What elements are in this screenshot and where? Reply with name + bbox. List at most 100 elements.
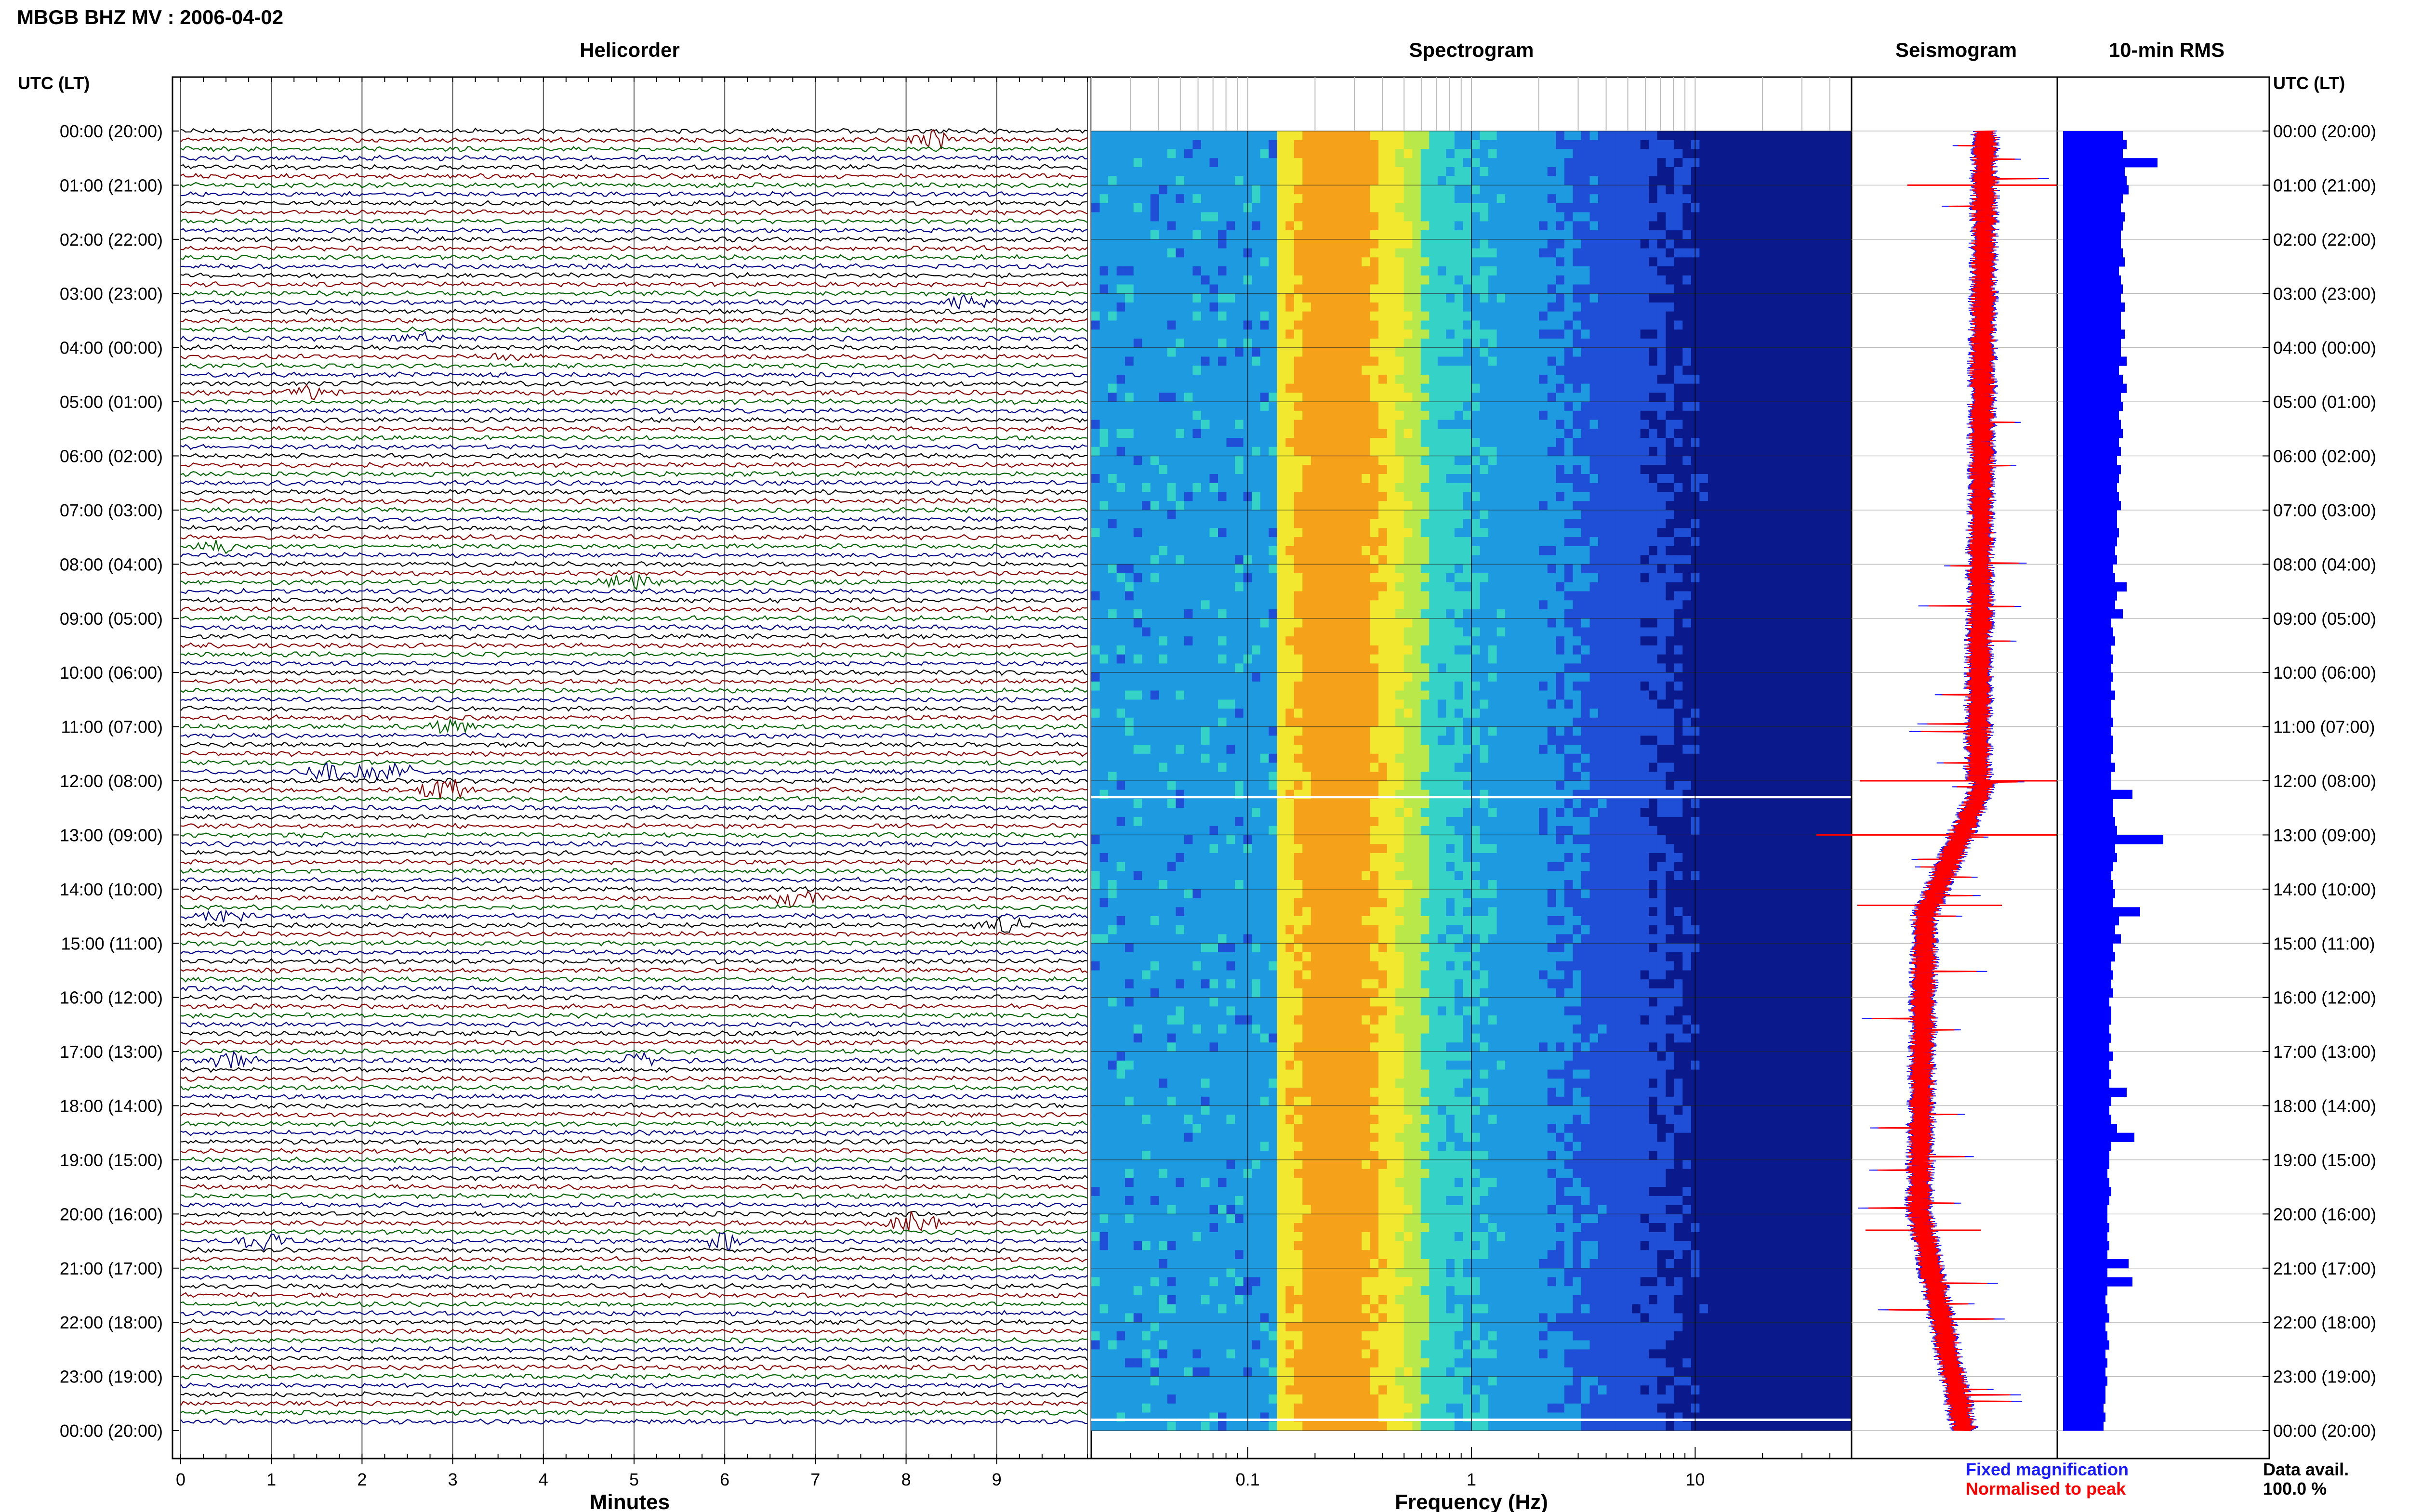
spectrogram-cell [1707,474,1717,484]
spectrogram-cell [1640,564,1649,574]
spectrogram-cell [1826,501,1835,511]
spectrogram-cell [1235,284,1244,294]
spectrogram-cell [1496,266,1506,276]
spectrogram-cell [1792,149,1801,158]
spectrogram-cell [1277,528,1286,538]
spectrogram-cell [1556,465,1565,474]
spectrogram-cell [1589,374,1599,384]
spectrogram-cell [1446,420,1455,429]
spectrogram-cell [1159,302,1168,312]
spectrogram-cell [1581,347,1590,357]
spectrogram-cell [1767,284,1776,294]
spectrogram-cell [1310,410,1320,421]
spectrogram-cell [1420,402,1430,411]
spectrogram-cell [1209,456,1218,465]
spectrogram-cell [1336,383,1345,393]
spectrogram-cell [1209,492,1218,501]
spectrogram-cell [1133,284,1142,294]
spectrogram-cell [1759,275,1768,285]
spectrogram-cell [1370,402,1379,411]
spectrogram-cell [1310,537,1320,547]
spectrogram-cell [1742,275,1751,285]
spectrogram-cell [1420,284,1430,294]
spectrogram-cell [1319,293,1328,303]
spectrogram-cell [1353,167,1362,177]
spectrogram-cell [1792,555,1801,565]
spectrogram-cell [1192,176,1202,185]
spectrogram-cell [1556,393,1565,402]
spectrogram-cell [1209,537,1218,547]
spectrogram-cell [1378,194,1388,204]
spectrogram-cell [1716,474,1725,484]
spectrogram-cell [1649,366,1658,375]
spectrogram-cell [1589,429,1599,438]
spectrogram-cell [1108,320,1117,330]
spectrogram-cell [1429,230,1438,240]
spectrogram-cell [1192,447,1202,457]
spectrogram-cell [1547,492,1556,501]
spectrogram-cell [1454,194,1463,204]
spectrogram-cell [1581,510,1590,520]
spectrogram-cell [1302,284,1311,294]
spectrogram-cell [1606,393,1615,402]
spectrogram-cell [1767,293,1776,303]
spectrogram-cell [1733,519,1742,528]
spectrogram-cell [1564,356,1573,366]
spectrogram-cell [1488,456,1497,465]
spectrogram-cell [1471,510,1481,520]
spectrogram-cell [1530,537,1539,547]
spectrogram-cell [1446,492,1455,501]
spectrogram-cell [1564,221,1573,231]
spectrogram-cell [1547,266,1556,276]
spectrogram-cell [1192,555,1202,565]
spectrogram-cell [1564,239,1573,249]
spectrogram-cell [1573,266,1582,276]
spectrogram-cell [1201,221,1210,231]
spectrogram-cell [1682,257,1692,267]
spectrogram-cell [1581,410,1590,421]
spectrogram-cell [1362,185,1371,195]
spectrogram-cell [1547,311,1556,321]
spectrogram-cell [1682,582,1692,592]
spectrogram-cell [1471,483,1481,492]
spectrogram-cell [1429,528,1438,538]
spectrogram-cell [1167,410,1176,421]
spectrogram-cell [1699,140,1708,149]
spectrogram-cell [1327,429,1337,438]
spectrogram-cell [1547,474,1556,484]
spectrogram-cell [1666,257,1675,267]
spectrogram-cell [1750,293,1759,303]
spectrogram-cell [1809,438,1818,447]
spectrogram-cell [1775,555,1785,565]
spectrogram-cell [1310,374,1320,384]
spectrogram-cell [1784,167,1793,177]
spectrogram-cell [1539,465,1548,474]
spectrogram-cell [1716,564,1725,574]
spectrogram-cell [1750,410,1759,421]
spectrogram-cell [1319,447,1328,457]
spectrogram-cell [1573,366,1582,375]
spectrogram-cell [1809,510,1818,520]
spectrogram-cell [1800,582,1810,592]
spectrogram-cell [1564,438,1573,447]
spectrogram-cell [1707,456,1717,465]
spectrogram-cell [1775,266,1785,276]
spectrogram-cell [1513,329,1522,339]
spectrogram-cell [1733,140,1742,149]
spectrogram-cell [1412,438,1421,447]
spectrogram-cell [1547,383,1556,393]
spectrogram-cell [1192,564,1202,574]
spectrogram-cell [1581,311,1590,321]
spectrogram-cell [1725,239,1734,249]
spectrogram-cell [1218,257,1227,267]
spectrogram-cell [1150,356,1159,366]
spectrogram-cell [1488,483,1497,492]
spectrogram-cell [1116,158,1125,168]
spectrogram-cell [1649,248,1658,258]
spectrogram-cell [1345,239,1354,249]
spectrogram-cell [1454,221,1463,231]
spectrogram-cell [1817,194,1827,204]
helicorder-trace [180,1021,1088,1028]
spectrogram-cell [1226,555,1235,565]
spectrogram-cell [1480,203,1489,213]
